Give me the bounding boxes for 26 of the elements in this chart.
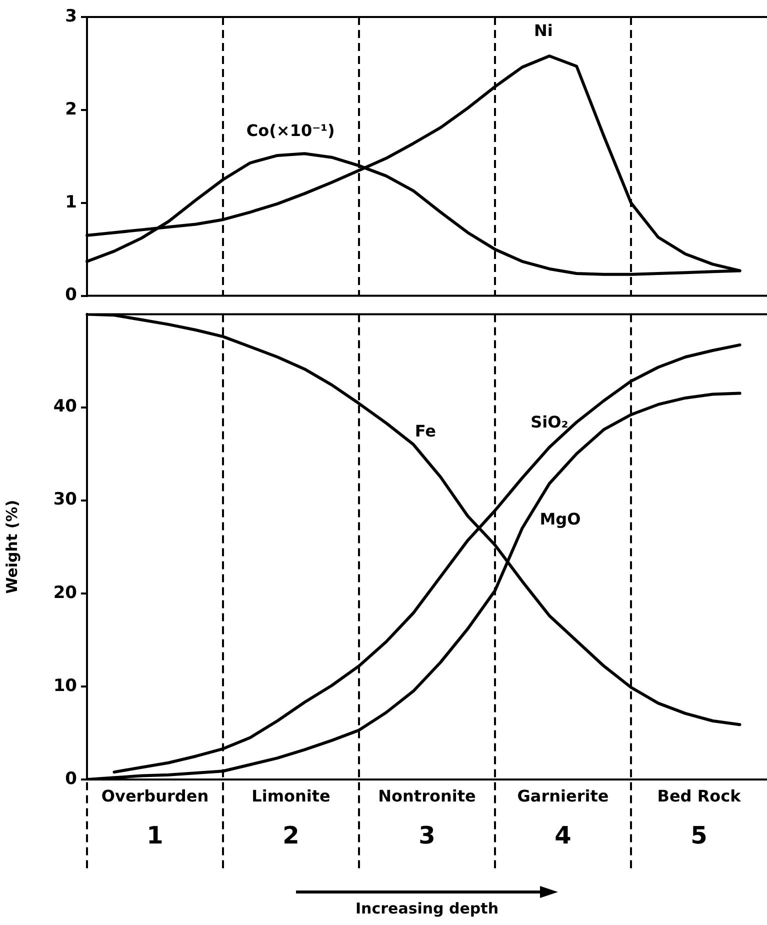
y-tick-label: 20	[53, 582, 78, 603]
text: 4	[554, 822, 572, 850]
y-tick-label: 0	[65, 285, 78, 306]
text: Limonite	[252, 786, 331, 806]
text: Garnierite	[517, 786, 609, 806]
y-tick-label: 30	[53, 490, 78, 510]
series-label: Ni	[534, 21, 553, 40]
text: Nontronite	[378, 786, 476, 806]
text: Increasing depth	[355, 899, 499, 918]
text: 5	[690, 822, 708, 850]
series-label: Co(×10⁻¹)	[246, 120, 335, 140]
text: Bed Rock	[657, 786, 742, 806]
series-label: MgO	[540, 509, 581, 528]
series-label: SiO₂	[530, 412, 568, 432]
y-tick-label: 10	[53, 676, 78, 696]
text: 3	[418, 822, 436, 850]
y-tick-label: 1	[65, 192, 77, 212]
y-tick-label: 0	[65, 768, 78, 789]
text: Overburden	[101, 786, 209, 806]
y-tick-label: 3	[65, 6, 77, 26]
text: 1	[146, 822, 164, 850]
series-label: Fe	[414, 422, 436, 441]
y-axis-title: Weight (%)	[2, 500, 21, 594]
y-tick-label: 40	[53, 396, 78, 417]
text: 2	[282, 822, 300, 850]
y-tick-label: 2	[65, 99, 77, 120]
